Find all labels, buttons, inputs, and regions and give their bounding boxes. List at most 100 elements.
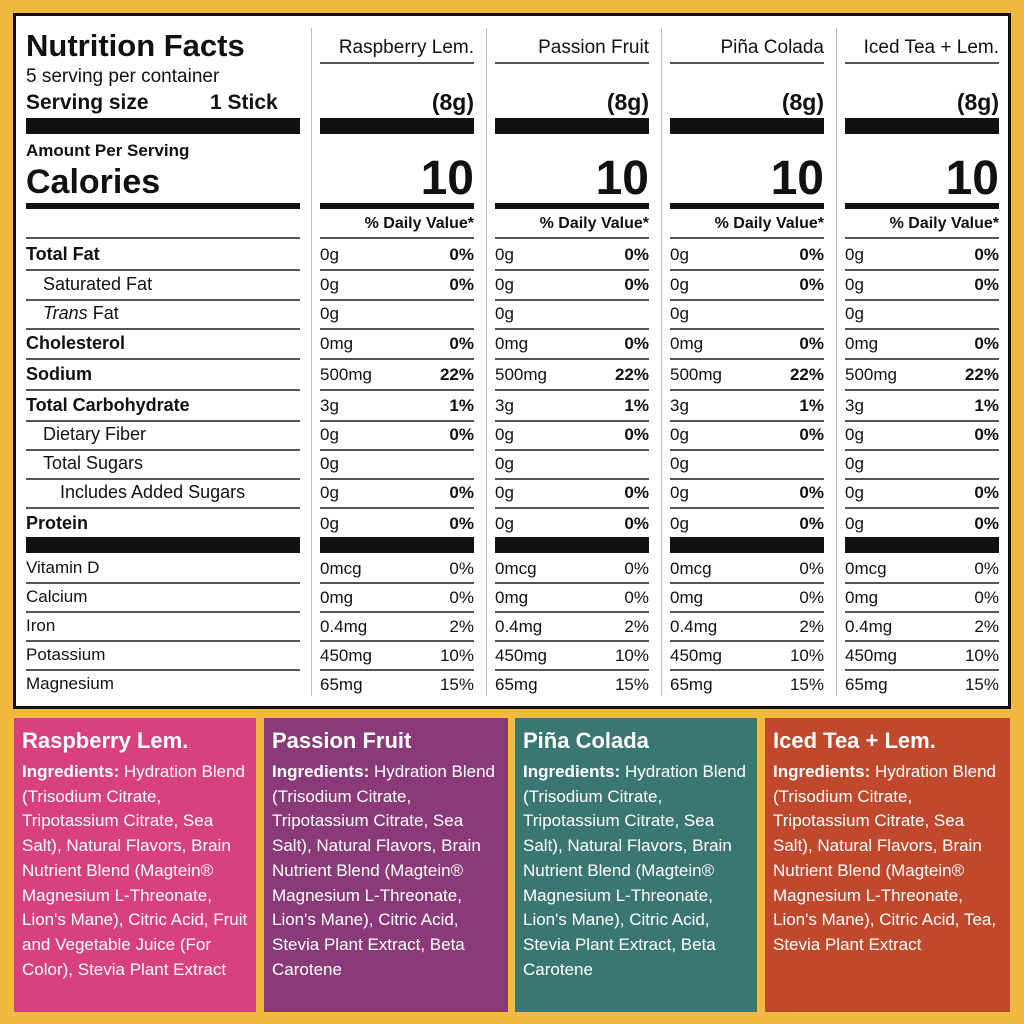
ingredients-text: Ingredients: Hydration Blend (Trisodium … <box>22 760 248 982</box>
daily-value: 0% <box>449 483 474 502</box>
daily-value: 0% <box>624 559 649 578</box>
daily-value: 15% <box>789 675 824 694</box>
amount: 0g <box>670 245 689 264</box>
nutrient-name: Total Fat <box>26 245 100 263</box>
column-separator <box>836 28 837 696</box>
daily-value: 0% <box>624 514 649 533</box>
amount: 0g <box>670 454 689 473</box>
column-separator <box>661 28 662 696</box>
product-name: Passion Fruit <box>538 37 649 58</box>
rule <box>845 669 999 671</box>
ingredients-text: Ingredients: Hydration Blend (Trisodium … <box>523 760 749 982</box>
amount: 500mg <box>670 365 722 384</box>
amount: 65mg <box>845 675 888 694</box>
serving-size: 1 Stick <box>210 91 278 114</box>
amount: 0mg <box>845 588 879 607</box>
rule <box>845 449 999 451</box>
vitamin-name: Calcium <box>26 587 88 606</box>
rule <box>320 389 474 391</box>
amount: 0.4mg <box>495 617 543 636</box>
amount: 3g <box>670 396 689 415</box>
rule <box>670 449 824 451</box>
daily-value: 0% <box>799 483 824 502</box>
amount: 0mg <box>670 334 704 353</box>
ingredients-panel: Passion Fruit Ingredients: Hydration Blen… <box>264 718 508 1012</box>
daily-value: 22% <box>614 365 649 384</box>
daily-value: 0% <box>624 483 649 502</box>
amount: 0mcg <box>320 559 362 578</box>
daily-value: 2% <box>974 617 999 636</box>
daily-value: 0% <box>974 483 999 502</box>
rule <box>320 358 474 360</box>
rule <box>845 203 999 209</box>
rule <box>845 237 999 239</box>
rule <box>26 420 300 422</box>
amount: 0mg <box>320 334 354 353</box>
amount: 0g <box>670 483 689 502</box>
daily-value: 0% <box>449 425 474 444</box>
calories: 10 <box>770 152 824 205</box>
rule <box>320 478 474 480</box>
amount: 0g <box>670 304 689 323</box>
rule <box>670 358 824 360</box>
daily-value: 0% <box>624 334 649 353</box>
nutrient-label: Cholesterol <box>26 333 126 353</box>
rule <box>670 478 824 480</box>
rule <box>26 358 300 360</box>
rule <box>320 582 474 584</box>
rule <box>26 611 300 613</box>
amount: 0g <box>845 245 864 264</box>
daily-value: 0% <box>624 588 649 607</box>
rule <box>320 420 474 422</box>
daily-value: 10% <box>614 646 649 665</box>
rule <box>26 237 300 239</box>
ingredients-label: Ingredients: <box>272 762 370 781</box>
rule <box>845 640 999 642</box>
rule <box>670 537 824 553</box>
rule <box>26 118 300 134</box>
rule <box>845 269 999 271</box>
rule <box>845 328 999 330</box>
daily-value: 0% <box>449 588 474 607</box>
rule <box>26 669 300 671</box>
rule <box>495 582 649 584</box>
amount: 65mg <box>670 675 713 694</box>
rule <box>670 237 824 239</box>
title: Nutrition Facts <box>26 28 245 63</box>
nutrient-label: Total Sugars <box>43 453 144 473</box>
amount: 0g <box>320 245 339 264</box>
rule <box>320 62 474 64</box>
nutrient-label: Saturated Fat <box>43 274 153 294</box>
rule <box>26 389 300 391</box>
daily-value: 10% <box>439 646 474 665</box>
column-separator <box>311 28 312 696</box>
rule <box>670 389 824 391</box>
amount: 0g <box>320 275 339 294</box>
nutrient-name: Trans Fat <box>43 304 119 322</box>
daily-value: 0% <box>799 588 824 607</box>
rule <box>26 478 300 480</box>
amount: 500mg <box>495 365 547 384</box>
rule <box>320 328 474 330</box>
nutrient-label: Protein <box>26 513 89 533</box>
product-serving: (8g) <box>431 89 474 115</box>
daily-value: 0% <box>799 559 824 578</box>
rule <box>495 269 649 271</box>
rule <box>670 582 824 584</box>
amount: 450mg <box>845 646 897 665</box>
daily-value-header: % Daily Value* <box>539 215 649 232</box>
nutrient-name: Saturated Fat <box>43 275 152 293</box>
rule <box>845 420 999 422</box>
amount: 0mcg <box>495 559 537 578</box>
ingredients-panel: Raspberry Lem. Ingredients: Hydration Ble… <box>14 718 256 1012</box>
rule <box>495 507 649 509</box>
product-serving: (8g) <box>781 89 824 115</box>
ingredients-title: Raspberry Lem. <box>22 728 189 753</box>
daily-value: 22% <box>789 365 824 384</box>
rule <box>495 118 649 134</box>
product-serving: (8g) <box>606 89 649 115</box>
daily-value: 0% <box>449 514 474 533</box>
amount: 0g <box>495 304 514 323</box>
rule <box>320 611 474 613</box>
